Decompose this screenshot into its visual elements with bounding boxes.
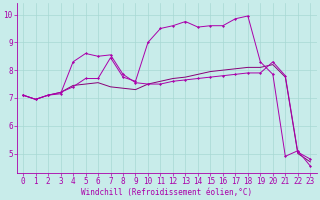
- X-axis label: Windchill (Refroidissement éolien,°C): Windchill (Refroidissement éolien,°C): [81, 188, 252, 197]
